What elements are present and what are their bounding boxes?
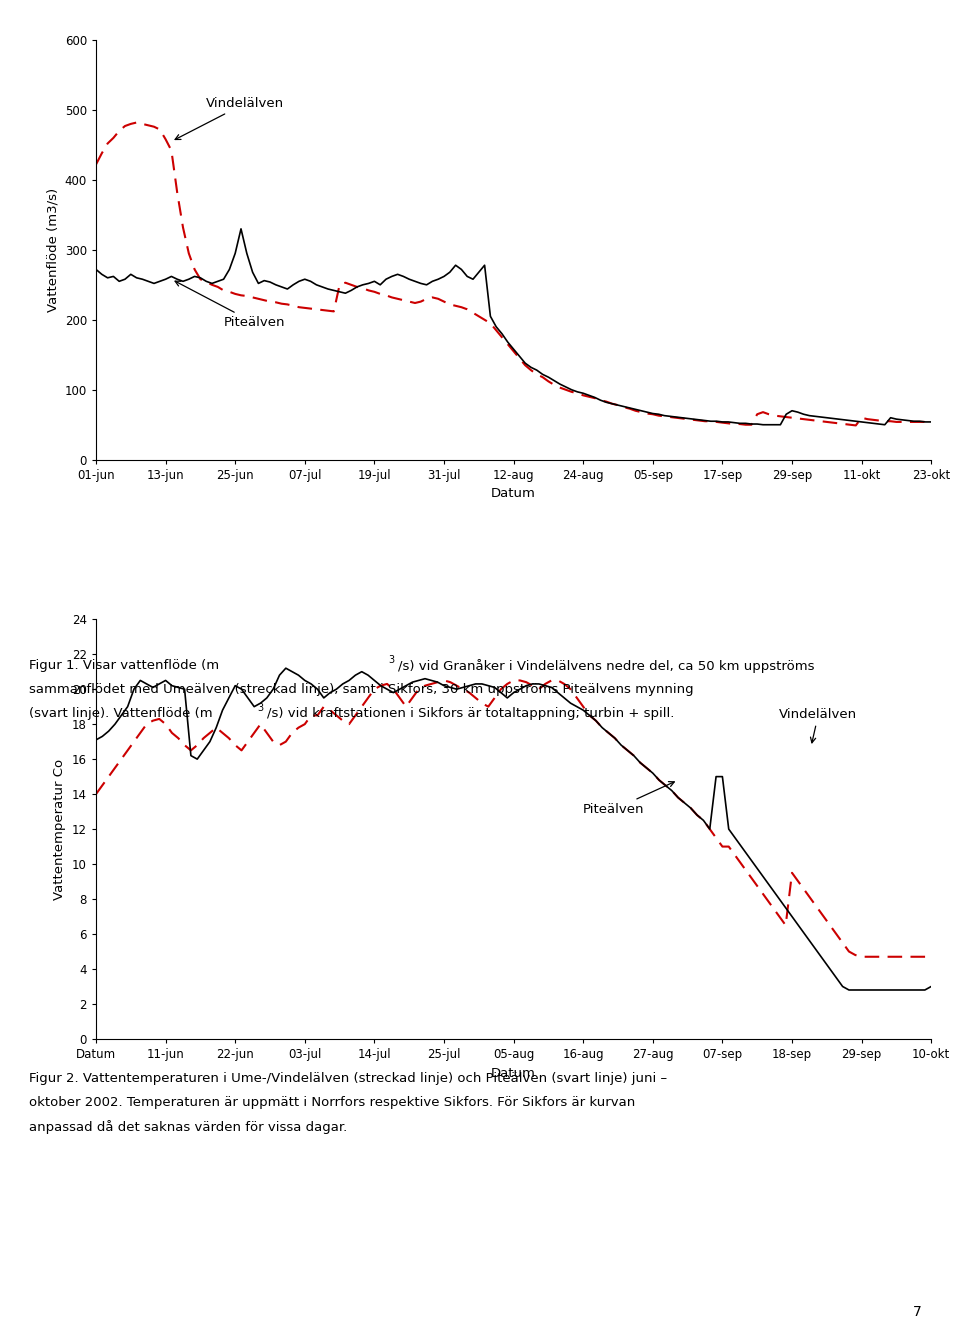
Y-axis label: Vattenflöde (m3/s): Vattenflöde (m3/s)	[46, 188, 60, 312]
Text: anpassad då det saknas värden för vissa dagar.: anpassad då det saknas värden för vissa …	[29, 1120, 348, 1134]
Text: Piteälven: Piteälven	[175, 281, 285, 329]
Text: 7: 7	[913, 1304, 922, 1319]
Text: Vindelälven: Vindelälven	[780, 707, 857, 743]
Text: oktober 2002. Temperaturen är uppmätt i Norrfors respektive Sikfors. För Sikfors: oktober 2002. Temperaturen är uppmätt i …	[29, 1096, 636, 1110]
Text: Figur 2. Vattentemperaturen i Ume-/Vindelälven (streckad linje) och Piteälven (s: Figur 2. Vattentemperaturen i Ume-/Vinde…	[29, 1072, 667, 1086]
Text: Figur 1. Visar vattenflöde (m: Figur 1. Visar vattenflöde (m	[29, 659, 219, 673]
Text: 3: 3	[389, 655, 395, 666]
Text: Piteälven: Piteälven	[584, 782, 674, 817]
Text: sammanflödet med Umeälven (streckad linje), samt i Sikfors, 30 km uppströms Pite: sammanflödet med Umeälven (streckad linj…	[29, 683, 693, 697]
Text: /s) vid kraftstationen i Sikfors är totaltappning; turbin + spill.: /s) vid kraftstationen i Sikfors är tota…	[267, 707, 674, 721]
Text: 3: 3	[257, 703, 263, 714]
Y-axis label: Vattentemperatur Co: Vattentemperatur Co	[54, 758, 66, 899]
X-axis label: Datum: Datum	[492, 488, 536, 501]
Text: /s) vid Granåker i Vindelälvens nedre del, ca 50 km uppströms: /s) vid Granåker i Vindelälvens nedre de…	[398, 659, 815, 673]
X-axis label: Datum: Datum	[492, 1067, 536, 1079]
Text: (svart linje). Vattenflöde (m: (svart linje). Vattenflöde (m	[29, 707, 212, 721]
Text: Vindelälven: Vindelälven	[175, 97, 284, 140]
